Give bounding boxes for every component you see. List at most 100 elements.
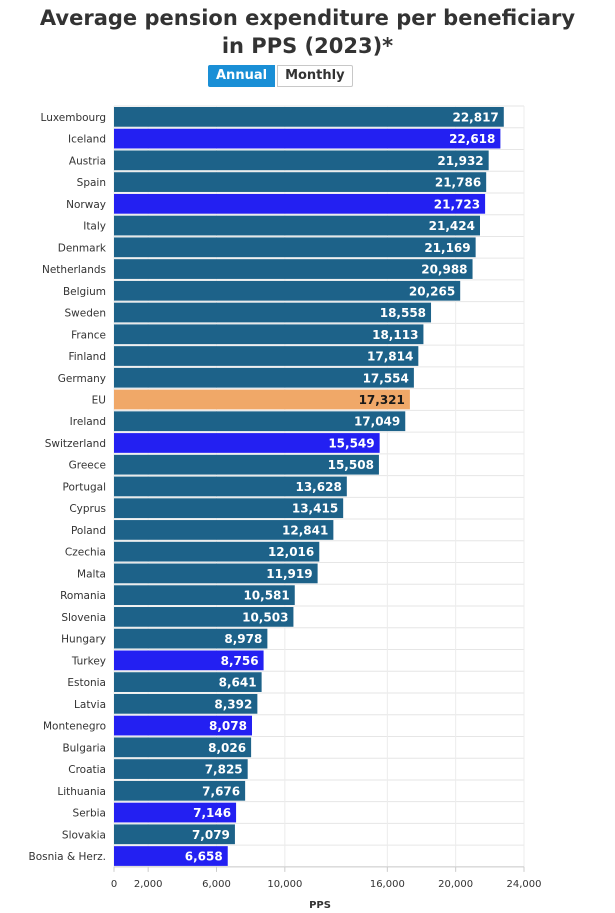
value-label: 13,415: [292, 502, 338, 516]
category-label: Croatia: [68, 764, 106, 776]
category-label: Luxembourg: [41, 112, 106, 124]
bar-slovakia: [114, 824, 235, 845]
value-label: 15,549: [328, 436, 374, 450]
category-label: Montenegro: [43, 721, 106, 733]
annual-button[interactable]: Annual: [208, 65, 276, 87]
category-label: Estonia: [67, 677, 106, 689]
category-label: Lithuania: [57, 786, 106, 798]
bars: [114, 107, 504, 866]
value-label: 8,392: [214, 697, 252, 711]
value-label: 6,658: [185, 850, 223, 864]
category-label: Sweden: [65, 308, 107, 320]
category-label: Ireland: [70, 416, 106, 428]
bar-denmark: [114, 237, 476, 258]
category-label: Romania: [60, 590, 106, 602]
value-label: 17,554: [363, 371, 409, 385]
bar-iceland: [114, 128, 501, 149]
x-tick-label: 10,000: [267, 879, 302, 890]
category-label: Portugal: [63, 481, 107, 493]
bar-spain: [114, 172, 487, 192]
bar-norway: [114, 193, 486, 214]
bar-germany: [114, 367, 414, 388]
category-label: Czechia: [65, 547, 106, 559]
value-label: 12,016: [268, 545, 314, 559]
category-label: Bosnia & Herz.: [29, 851, 107, 863]
category-label: Poland: [71, 525, 106, 537]
bar-austria: [114, 150, 489, 171]
bar-romania: [114, 585, 295, 606]
value-label: 17,049: [354, 415, 400, 429]
category-label: Italy: [83, 221, 106, 233]
x-tick-label: 24,000: [507, 879, 542, 890]
bar-belgium: [114, 280, 461, 301]
value-label: 8,641: [219, 676, 257, 690]
bar-serbia: [114, 802, 237, 823]
bar-estonia: [114, 672, 262, 692]
value-label: 8,078: [209, 719, 247, 733]
bar-finland: [114, 346, 419, 366]
category-label: Austria: [69, 155, 106, 167]
chart-title: Average pension expenditure per benefici…: [0, 4, 615, 60]
bar-montenegro: [114, 715, 252, 736]
x-tick-label: 2,000: [134, 879, 163, 890]
value-label: 22,618: [449, 132, 495, 146]
x-axis: 0 2,000 6,000 10,000 16,000 20,000 24,000: [111, 866, 542, 890]
value-label: 7,825: [205, 763, 243, 777]
category-label: Turkey: [71, 655, 106, 667]
category-label: Cyprus: [69, 503, 106, 515]
bar-ireland: [114, 411, 406, 432]
bar-latvia: [114, 693, 258, 714]
category-label: Iceland: [68, 134, 106, 146]
bar-cyprus: [114, 498, 344, 519]
category-label: Denmark: [58, 242, 107, 254]
value-label: 11,919: [266, 567, 312, 581]
category-label: Norway: [66, 199, 106, 211]
bar-hungary: [114, 628, 268, 649]
category-label: Slovakia: [62, 829, 106, 841]
bar-luxembourg: [114, 107, 504, 127]
value-label: 13,628: [295, 480, 341, 494]
value-label: 10,581: [243, 589, 289, 603]
value-label: 17,321: [359, 393, 405, 407]
value-label: 21,424: [429, 219, 475, 233]
value-label: 21,723: [434, 197, 480, 211]
bar-greece: [114, 454, 379, 475]
period-toggle: Annual Monthly: [208, 65, 353, 87]
bar-lithuania: [114, 780, 246, 801]
category-label: EU: [92, 394, 106, 406]
category-label: Bulgaria: [62, 742, 106, 754]
value-label: 21,932: [437, 154, 483, 168]
x-axis-label: PPS: [309, 900, 331, 911]
bar-france: [114, 324, 424, 345]
category-label: Hungary: [61, 634, 106, 646]
value-label: 20,265: [409, 284, 455, 298]
value-label: 7,676: [202, 784, 240, 798]
category-label: Slovenia: [61, 612, 106, 624]
category-label: France: [71, 329, 106, 341]
bar-slovenia: [114, 607, 294, 627]
bar-portugal: [114, 476, 347, 497]
category-label: Latvia: [74, 699, 106, 711]
category-label: Switzerland: [45, 438, 106, 450]
x-tick-label: 20,000: [438, 879, 473, 890]
category-label: Serbia: [73, 808, 106, 820]
chart-title-line-2: in PPS (2023)*: [221, 34, 394, 58]
bar-turkey: [114, 650, 264, 671]
value-label: 21,786: [435, 176, 481, 190]
bar-eu: [114, 389, 410, 410]
x-tick-label: 0: [111, 879, 117, 890]
bar-poland: [114, 520, 334, 540]
category-label: Finland: [68, 351, 106, 363]
value-label: 7,146: [193, 806, 231, 820]
bar-bulgaria: [114, 737, 252, 758]
bar-netherlands: [114, 259, 473, 279]
bar-bosnia-herz-: [114, 846, 228, 866]
category-label: Belgium: [63, 286, 106, 298]
bar-switzerland: [114, 433, 380, 453]
bar-sweden: [114, 302, 432, 323]
value-label: 8,026: [208, 741, 246, 755]
monthly-button[interactable]: Monthly: [277, 65, 353, 87]
value-label: 7,079: [192, 828, 230, 842]
category-label: Malta: [77, 568, 106, 580]
value-label: 8,756: [221, 654, 259, 668]
